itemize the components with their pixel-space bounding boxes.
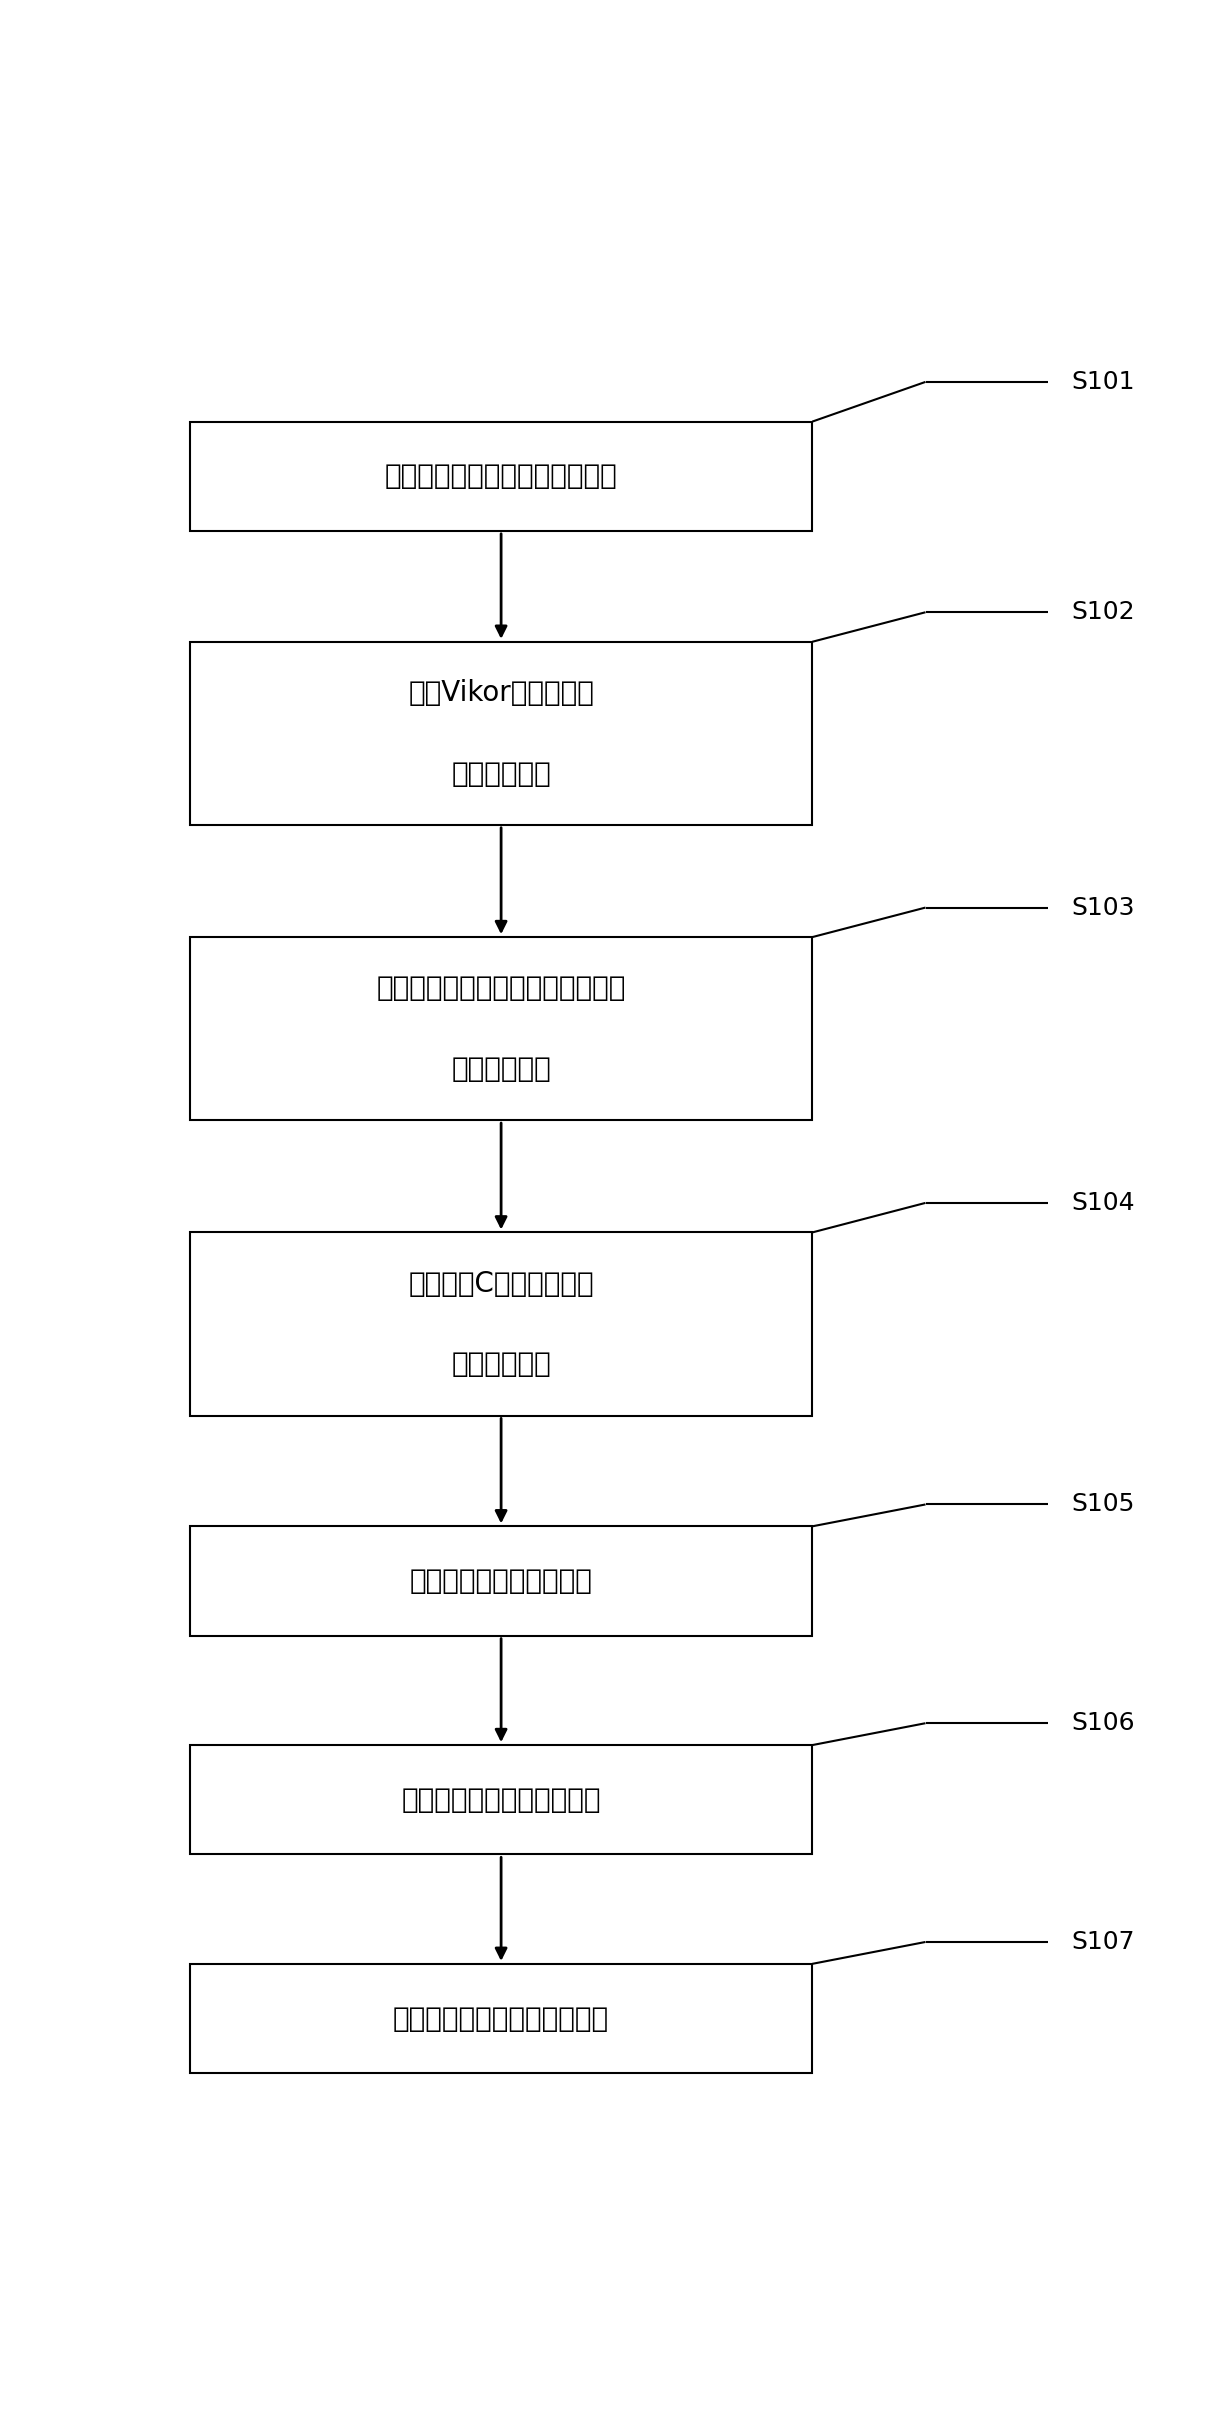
Text: S107: S107: [1072, 1929, 1135, 1954]
Text: 选择聚类中心: 选择聚类中心: [452, 759, 551, 788]
Text: S103: S103: [1072, 895, 1135, 920]
Text: 使用模糊C均值聚类算法: 使用模糊C均值聚类算法: [408, 1270, 594, 1297]
Bar: [190, 1963, 812, 2073]
Text: 对移动自组织网络进行模型建立: 对移动自组织网络进行模型建立: [385, 462, 617, 491]
Text: 根据圆环模型建立路由机制: 根据圆环模型建立路由机制: [402, 1786, 601, 1813]
Bar: [190, 642, 812, 825]
Text: 圆环模型路由连接周期性更新: 圆环模型路由连接周期性更新: [393, 2005, 610, 2032]
Bar: [190, 1525, 812, 1635]
Text: S106: S106: [1072, 1710, 1135, 1735]
Bar: [190, 1234, 812, 1416]
Text: S102: S102: [1072, 601, 1135, 625]
Text: 应用Vikor多标准决策: 应用Vikor多标准决策: [408, 679, 594, 708]
Text: S104: S104: [1072, 1190, 1135, 1214]
Text: 寻找最优分类: 寻找最优分类: [452, 1350, 551, 1377]
Text: 应用模糊化方法计算节点的隶属度: 应用模糊化方法计算节点的隶属度: [376, 973, 626, 1002]
Text: S101: S101: [1072, 370, 1135, 394]
Text: S105: S105: [1072, 1491, 1135, 1516]
Bar: [190, 937, 812, 1119]
Bar: [190, 421, 812, 530]
Text: 模糊划分矩阵: 模糊划分矩阵: [452, 1056, 551, 1083]
Text: 构建基于集群的圆环模型: 构建基于集群的圆环模型: [410, 1567, 593, 1596]
Bar: [190, 1744, 812, 1854]
